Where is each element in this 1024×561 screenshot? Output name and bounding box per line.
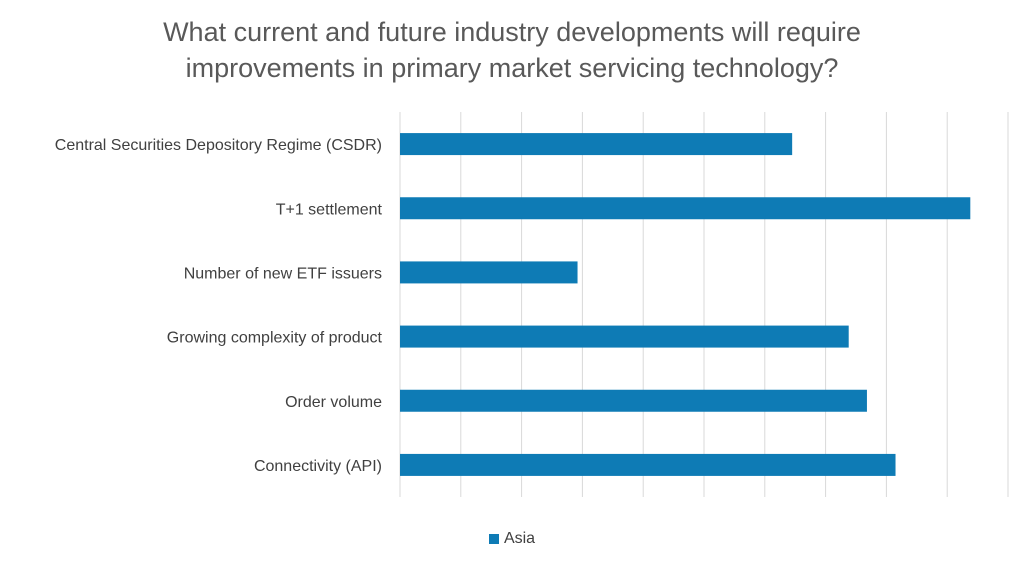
category-label: T+1 settlement xyxy=(276,201,383,218)
bar xyxy=(400,261,578,284)
chart-title-line-2: improvements in primary market servicing… xyxy=(185,53,839,83)
category-label: Central Securities Depository Regime (CS… xyxy=(55,137,382,154)
bar xyxy=(400,197,971,220)
legend-label: Asia xyxy=(503,530,536,547)
legend: Asia xyxy=(0,530,1024,548)
bars xyxy=(400,133,971,476)
category-labels: Central Securities Depository Regime (CS… xyxy=(55,137,383,475)
legend-swatch xyxy=(488,534,499,544)
category-label: Connectivity (API) xyxy=(254,458,382,475)
category-label: Order volume xyxy=(285,394,382,411)
gridlines xyxy=(399,112,1009,497)
bar xyxy=(400,133,793,156)
category-label: Growing complexity of product xyxy=(167,330,383,347)
bar xyxy=(400,325,849,348)
bar xyxy=(400,453,896,476)
bar xyxy=(400,389,867,412)
category-label: Number of new ETF issuers xyxy=(184,265,382,282)
chart-title: What current and future industry develop… xyxy=(0,14,1024,86)
chart-title-line-1: What current and future industry develop… xyxy=(163,17,861,47)
